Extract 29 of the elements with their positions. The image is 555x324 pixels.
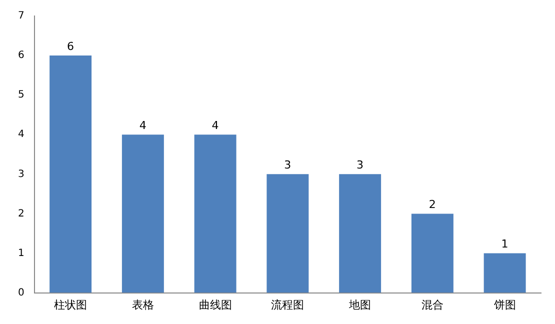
bar: [266, 174, 309, 293]
y-tick-label: 6: [18, 50, 24, 62]
bar: [50, 56, 92, 293]
y-tick-label: 2: [18, 208, 24, 220]
x-tick-label: 表格: [132, 298, 154, 312]
bar: [122, 134, 164, 293]
data-label: 6: [67, 40, 74, 53]
data-label: 4: [212, 118, 219, 132]
bar: [411, 214, 454, 293]
bar: [194, 134, 236, 293]
data-label: 3: [284, 158, 292, 172]
y-tick-label: 5: [18, 90, 24, 101]
data-label: 1: [501, 238, 508, 251]
data-label: 2: [428, 198, 436, 212]
y-tick-label: 7: [18, 10, 24, 22]
y-tick-label: 3: [18, 168, 24, 180]
bar: [484, 253, 526, 293]
bar: [339, 174, 382, 293]
x-tick-label: 地图: [348, 298, 372, 312]
x-tick-label: 流程图: [271, 298, 304, 312]
data-label: 3: [356, 158, 364, 172]
data-label: 4: [139, 118, 146, 132]
y-tick-label: 1: [18, 248, 24, 259]
y-tick-label: 0: [18, 287, 24, 298]
x-tick-label: 混合: [421, 298, 444, 312]
x-tick-label: 柱状图: [54, 298, 88, 312]
x-tick-label: 曲线图: [198, 298, 232, 312]
x-tick-label: 饼图: [492, 298, 516, 312]
y-tick-label: 4: [18, 129, 24, 140]
